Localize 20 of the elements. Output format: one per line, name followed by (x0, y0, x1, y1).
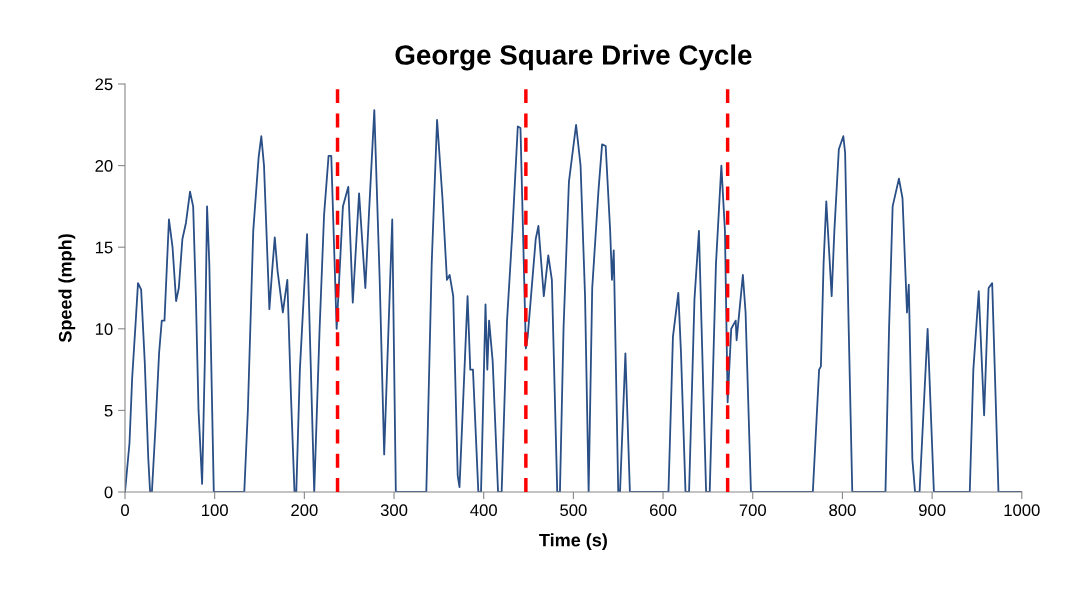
x-tick-label: 1000 (1004, 504, 1040, 517)
x-tick-label: 100 (202, 504, 228, 517)
x-tick-label: 800 (829, 504, 856, 517)
x-axis-title: Time (s) (539, 533, 607, 551)
x-tick-label: 900 (918, 504, 946, 517)
y-tick-label: 25 (95, 78, 113, 91)
y-tick-label: 20 (95, 160, 113, 172)
x-tick-label: 500 (560, 504, 587, 517)
x-tick-label: 400 (470, 504, 497, 517)
x-tick-label: 200 (291, 504, 318, 517)
y-tick-label: 15 (95, 241, 113, 254)
x-tick-label: 0 (121, 504, 129, 517)
x-tick-label: 600 (650, 504, 677, 517)
y-tick-label: 10 (95, 323, 113, 335)
y-axis-title: Speed (mph) (58, 234, 76, 343)
x-tick-label: 700 (739, 504, 766, 517)
chart-title: George Square Drive Cycle (395, 44, 752, 71)
y-tick-label: 0 (104, 486, 113, 499)
y-tick-label: 5 (104, 404, 113, 417)
x-tick-label: 300 (380, 504, 408, 517)
